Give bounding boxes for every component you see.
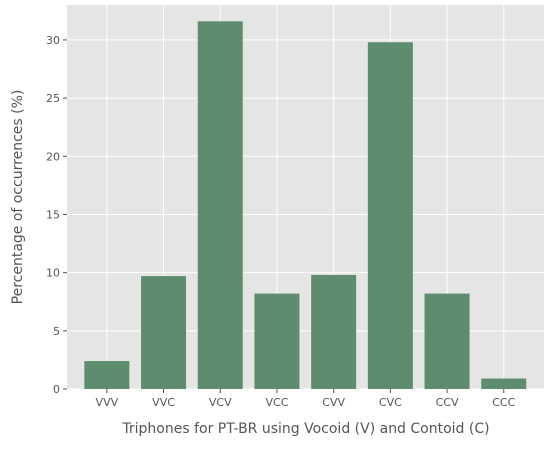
- y-tick-label: 20: [46, 150, 60, 163]
- bar-ccc: [481, 378, 527, 389]
- x-tick-label: VCC: [266, 396, 289, 409]
- y-tick-label: 15: [46, 208, 60, 221]
- bars: [84, 21, 527, 390]
- bar-vcc: [254, 293, 300, 389]
- plot-area: [67, 5, 544, 389]
- y-tick-label: 5: [53, 325, 60, 338]
- y-tick-label: 30: [46, 34, 60, 47]
- x-tick-label: CVC: [379, 396, 402, 409]
- x-tick-label: CCV: [436, 396, 459, 409]
- bar-vcv: [197, 21, 243, 390]
- y-axis-ticks: 0 5 10 15 20 25 30: [46, 34, 67, 396]
- x-axis-label: Triphones for PT-BR using Vocoid (V) and…: [121, 421, 489, 437]
- x-tick-label: CCC: [492, 396, 515, 409]
- bar-cvv: [311, 274, 357, 389]
- bar-ccv: [424, 293, 470, 389]
- x-tick-label: CVV: [322, 396, 345, 409]
- bar-cvc: [367, 42, 413, 390]
- y-axis-label: Percentage of occurrences (%): [10, 90, 26, 305]
- x-tick-label: VVC: [152, 396, 175, 409]
- y-tick-label: 10: [46, 267, 60, 280]
- y-tick-label: 0: [53, 383, 60, 396]
- x-tick-label: VVV: [96, 396, 119, 409]
- bar-vvv: [84, 361, 130, 389]
- bar-vvc: [141, 276, 187, 389]
- y-tick-label: 25: [46, 92, 60, 105]
- x-axis-ticks: VVV VVC VCV VCC CVV CVC CCV CCC: [96, 389, 516, 409]
- x-tick-label: VCV: [209, 396, 232, 409]
